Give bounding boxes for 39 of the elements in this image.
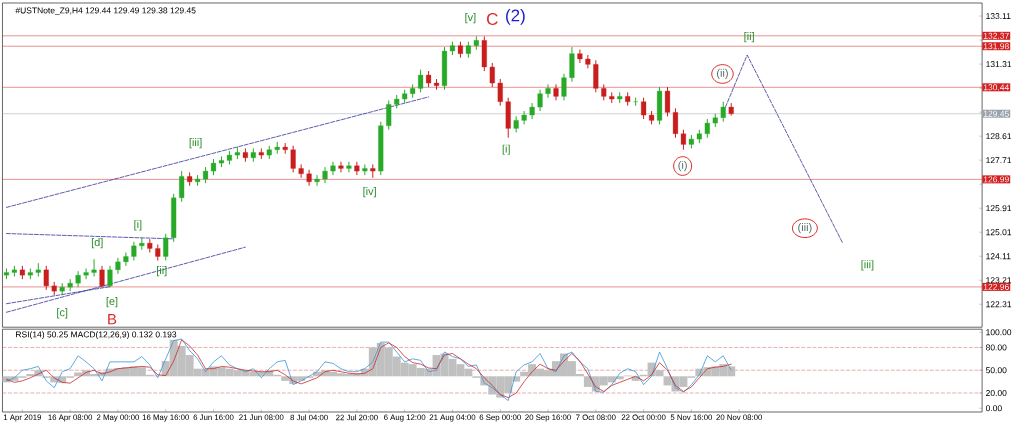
annotation: [iv] (363, 187, 376, 198)
y-tick-label: 125.91 (986, 205, 1012, 212)
y-tick-label: 127.71 (986, 157, 1012, 164)
annotation: [i] (502, 144, 510, 155)
y-tick-label: 123.21 (986, 277, 1012, 284)
chart-title: #USTNote_Z9,H4 129.44 129.49 129.38 129.45 (15, 7, 196, 16)
y-tick-label: 20.00 (986, 390, 1007, 397)
y-tick-label: 50.00 (985, 367, 1007, 374)
y-tick-label: 125.01 (986, 229, 1012, 236)
ref-line-label: 126.99 (983, 176, 1009, 183)
ref-line-label: 131.98 (983, 43, 1009, 50)
annotation: [d] (91, 238, 103, 249)
y-tick-label: 128.61 (986, 133, 1012, 140)
y-tick-label: 0.00 (985, 405, 1002, 412)
chart-title: RSI(14) 50.25 MACD(12,26,9) 0.132 0.193 (16, 331, 177, 340)
annotation: (ii) (717, 68, 728, 80)
annotation: C (487, 13, 498, 26)
annotation: [e] (106, 297, 118, 308)
annotation: [c] (57, 308, 68, 319)
y-tick-label: 124.11 (986, 253, 1011, 260)
ref-line-label: 122.96 (983, 283, 1009, 290)
y-tick-label: 100.00 (986, 329, 1012, 336)
y-tick-label: 80.00 (986, 344, 1007, 351)
annotation: (2) (506, 8, 525, 25)
annotation: [iii] (189, 137, 202, 149)
annotation: [ii] (157, 266, 167, 277)
annotation: B (108, 314, 117, 325)
y-tick-label: 131.31 (986, 61, 1012, 68)
annotation: [v] (465, 13, 476, 24)
ref-line-label: 132.37 (983, 32, 1009, 39)
ref-line-label: 129.45 (983, 110, 1009, 117)
ref-line-label: 130.44 (983, 84, 1009, 91)
annotation: [ii] (744, 32, 754, 43)
annotation: [i] (134, 220, 142, 231)
annotation: (i) (678, 160, 687, 172)
y-tick-label: 122.31 (986, 301, 1012, 308)
annotation: [iii] (861, 260, 874, 271)
annotation: (iii) (798, 223, 812, 234)
y-tick-label: 133.11 (986, 13, 1011, 20)
